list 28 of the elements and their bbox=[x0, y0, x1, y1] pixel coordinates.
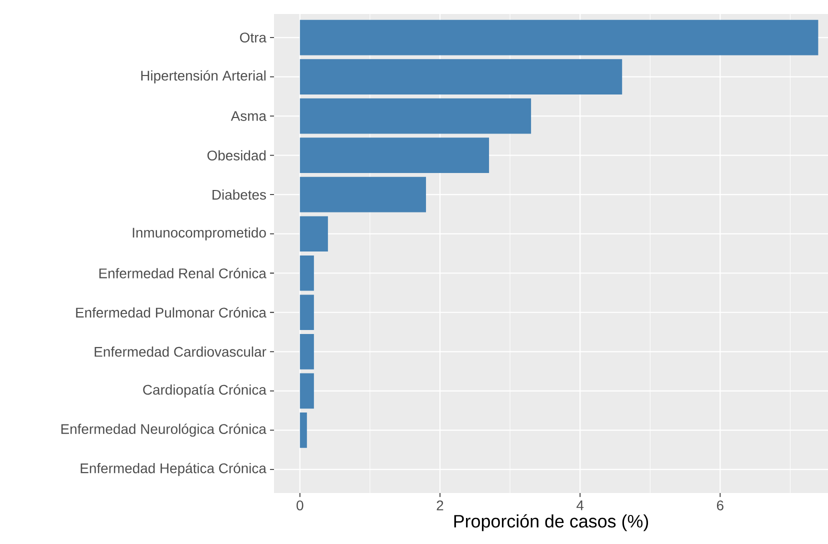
x-tick-label: 4 bbox=[576, 500, 584, 510]
bar bbox=[300, 255, 314, 291]
bar bbox=[300, 412, 307, 448]
x-tick-label: 0 bbox=[296, 500, 304, 510]
bar bbox=[300, 176, 426, 212]
y-tick-label: Enfermedad Renal Crónica bbox=[99, 268, 266, 278]
y-tick-label: Diabetes bbox=[212, 189, 266, 200]
y-tick-label: Enfermedad Pulmonar Crónica bbox=[76, 307, 266, 318]
x-tick-label: 2 bbox=[436, 500, 444, 510]
y-tick-label: Inmunocomprometido bbox=[132, 227, 266, 240]
bar bbox=[300, 59, 622, 94]
x-axis-title: Proporción de casos (%) bbox=[454, 514, 648, 532]
bar bbox=[300, 20, 818, 56]
y-tick-label: Asma bbox=[230, 111, 266, 121]
y-tick-label: Enfermedad Cardiovascular bbox=[94, 346, 266, 357]
bar bbox=[300, 334, 314, 370]
bar bbox=[300, 294, 314, 330]
bar bbox=[300, 98, 532, 134]
y-tick-label: Hipertensión Arterial bbox=[141, 70, 266, 84]
y-tick-label: Enfermedad Neurológica Crónica bbox=[61, 424, 266, 437]
bar bbox=[300, 373, 314, 409]
y-tick-label: Otra bbox=[240, 32, 266, 42]
y-tick-label: Obesidad bbox=[207, 150, 266, 160]
bar bbox=[300, 216, 328, 252]
y-tick-label: Cardiopatía Crónica bbox=[143, 384, 266, 398]
x-tick-label: 6 bbox=[716, 500, 724, 510]
bar bbox=[300, 138, 490, 174]
y-tick-label: Enfermedad Hepática Crónica bbox=[80, 462, 266, 476]
